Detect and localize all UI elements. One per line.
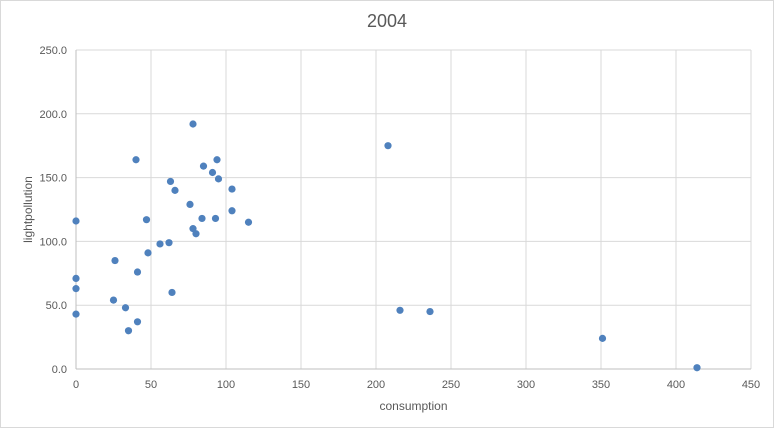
- data-point: [208, 168, 217, 177]
- data-point: [156, 240, 164, 248]
- data-point: [72, 310, 80, 318]
- data-point: [189, 120, 197, 128]
- y-tick-label: 0.0: [52, 364, 67, 376]
- y-tick-label: 100.0: [39, 236, 67, 248]
- data-point: [111, 256, 119, 265]
- x-tick-label: 0: [73, 379, 79, 391]
- x-tick-label: 50: [145, 379, 157, 391]
- y-tick-label: 200.0: [39, 109, 67, 121]
- data-point: [244, 218, 253, 226]
- data-point: [396, 306, 404, 314]
- x-tick-label: 300: [517, 379, 535, 391]
- data-point: [72, 274, 80, 283]
- data-point: [109, 296, 118, 304]
- data-point: [211, 214, 220, 223]
- chart-title: 2004: [366, 11, 408, 31]
- data-point: [133, 268, 142, 276]
- x-tick-label: 350: [592, 379, 610, 391]
- x-tick-label: 200: [367, 379, 385, 391]
- y-tick-label: 150.0: [39, 173, 67, 185]
- data-point: [198, 214, 206, 223]
- x-axis-title: consumption: [379, 399, 447, 413]
- data-point: [214, 175, 223, 183]
- data-point: [186, 200, 194, 208]
- data-point: [142, 216, 151, 224]
- x-tick-label: 100: [217, 379, 235, 391]
- data-point: [199, 162, 208, 170]
- data-point: [166, 177, 175, 186]
- data-point: [121, 304, 130, 312]
- data-point: [72, 217, 80, 225]
- y-tick-label: 250.0: [39, 45, 67, 57]
- data-point: [426, 307, 434, 316]
- x-tick-label: 150: [292, 379, 310, 391]
- y-axis-title: lightpollution: [21, 176, 35, 243]
- x-tick-label: 400: [667, 379, 685, 391]
- x-tick-label: 250: [442, 379, 460, 391]
- data-point: [168, 288, 176, 297]
- data-point: [171, 186, 179, 194]
- data-point: [228, 207, 236, 215]
- data-point: [132, 156, 140, 164]
- data-point: [72, 285, 80, 293]
- data-point: [133, 318, 142, 326]
- data-point: [192, 230, 200, 238]
- data-point: [213, 156, 221, 164]
- data-point: [598, 334, 607, 342]
- data-point: [124, 327, 133, 335]
- data-point: [384, 142, 392, 150]
- data-point: [144, 249, 152, 257]
- data-point: [228, 185, 236, 193]
- data-point: [693, 364, 701, 372]
- x-tick-label: 450: [742, 379, 760, 391]
- y-tick-label: 50.0: [46, 300, 67, 312]
- data-point: [165, 239, 173, 247]
